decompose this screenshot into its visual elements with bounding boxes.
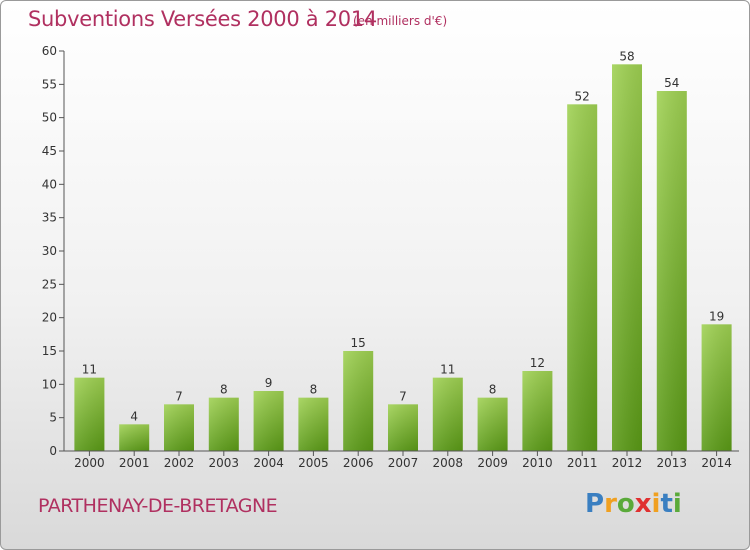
logo-letter: r — [604, 489, 617, 519]
y-axis-ticks: 0 5 10 15 20 25 30 35 40 45 50 55 60 — [42, 44, 64, 458]
bar-shade-2007 — [388, 404, 418, 451]
data-label-2006: 15 — [351, 336, 366, 350]
x-tick-label-2013: 2013 — [657, 456, 688, 470]
place-name: PARTHENAY-DE-BRETAGNE — [38, 495, 278, 517]
x-tick-label-2005: 2005 — [298, 456, 329, 470]
y-tick-label: 10 — [42, 377, 57, 391]
x-tick-label-2011: 2011 — [567, 456, 598, 470]
x-tick-label-2014: 2014 — [701, 456, 732, 470]
logo-letter: P — [585, 489, 605, 519]
x-tick-label-2000: 2000 — [74, 456, 105, 470]
x-tick-label-2009: 2009 — [477, 456, 508, 470]
bar-shade-2010 — [522, 371, 553, 451]
data-label-2008: 11 — [440, 363, 455, 377]
y-tick-label: 5 — [49, 411, 57, 425]
y-tick-label: 40 — [42, 177, 57, 191]
y-tick-label: 55 — [42, 77, 57, 91]
x-tick-label-2001: 2001 — [119, 456, 150, 470]
y-tick-label: 35 — [42, 211, 57, 225]
data-label-2010: 12 — [530, 356, 545, 370]
x-tick-label-2007: 2007 — [388, 456, 419, 470]
y-tick-label: 25 — [42, 277, 57, 291]
bar-shade-2013 — [656, 91, 687, 451]
data-label-2000: 11 — [82, 363, 97, 377]
logo-letter: o — [616, 489, 635, 519]
data-label-2004: 9 — [265, 376, 273, 390]
x-tick-label-2002: 2002 — [164, 456, 195, 470]
data-label-2002: 7 — [175, 389, 183, 403]
data-label-2003: 8 — [220, 383, 228, 397]
y-tick-label: 60 — [42, 44, 57, 58]
y-tick-label: 20 — [42, 311, 57, 325]
bar-shade-2002 — [164, 404, 194, 451]
x-axis-ticks: 2000 2001 2002 2003 2004 2005 2006 2007 2008 2009… — [74, 451, 732, 470]
bar-shade-2000 — [74, 377, 105, 451]
data-label-2014: 19 — [709, 309, 724, 323]
y-tick-label: 50 — [42, 111, 57, 125]
bar-shade-2011 — [567, 104, 598, 451]
y-tick-label: 15 — [42, 344, 57, 358]
data-label-2007: 7 — [399, 389, 407, 403]
bar-shade-2006 — [343, 351, 374, 451]
bar-shade-2004 — [253, 391, 284, 451]
data-label-2009: 8 — [489, 383, 497, 397]
bar-shade-2008 — [432, 377, 463, 451]
bar-shade-2005 — [298, 397, 329, 451]
logo-letter: t — [660, 489, 673, 519]
logo-letter: i — [651, 489, 661, 519]
data-label-2011: 52 — [575, 89, 590, 103]
chart-title: Subventions Versées 2000 à 2014 — [28, 7, 377, 31]
bar-shade-2014 — [701, 324, 732, 451]
data-label-2013: 54 — [664, 76, 679, 90]
x-tick-label-2006: 2006 — [343, 456, 374, 470]
bars — [74, 64, 732, 452]
data-label-2001: 4 — [130, 409, 138, 423]
data-label-2005: 8 — [310, 383, 318, 397]
x-tick-label-2008: 2008 — [433, 456, 464, 470]
bar-shade-2009 — [477, 397, 508, 451]
bar-shade-2001 — [119, 424, 150, 451]
y-tick-label: 30 — [42, 244, 57, 258]
data-label-2012: 58 — [619, 49, 634, 63]
proxiti-logo[interactable]: Proxiti — [585, 489, 682, 519]
logo-letter: x — [634, 489, 652, 519]
x-tick-label-2004: 2004 — [253, 456, 284, 470]
y-tick-label: 45 — [42, 144, 57, 158]
data-labels: 11 4 7 8 9 8 15 7 11 8 12 52 58 54 19 — [82, 49, 724, 423]
y-tick-label: 0 — [49, 444, 57, 458]
bar-shade-2012 — [612, 64, 642, 452]
chart-unit: (en milliers d'€) — [353, 14, 448, 28]
logo-letter: i — [672, 489, 682, 519]
x-tick-label-2003: 2003 — [209, 456, 240, 470]
x-tick-label-2012: 2012 — [612, 456, 643, 470]
x-tick-label-2010: 2010 — [522, 456, 553, 470]
bar-shade-2003 — [208, 397, 239, 451]
